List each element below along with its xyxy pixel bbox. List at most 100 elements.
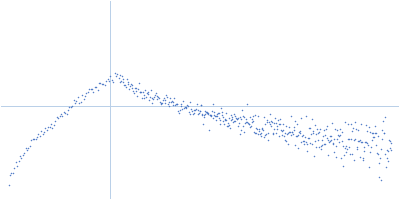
Point — [226, 116, 232, 120]
Point — [228, 119, 234, 122]
Point — [94, 89, 101, 92]
Point — [337, 127, 344, 131]
Point — [232, 119, 238, 123]
Point — [158, 102, 164, 106]
Point — [96, 81, 102, 85]
Point — [174, 102, 180, 106]
Point — [170, 103, 176, 106]
Point — [306, 136, 312, 140]
Point — [304, 142, 310, 146]
Point — [339, 139, 345, 143]
Point — [178, 103, 185, 106]
Point — [252, 127, 259, 130]
Point — [216, 122, 223, 125]
Point — [139, 97, 145, 100]
Point — [15, 159, 22, 163]
Point — [97, 82, 104, 85]
Point — [32, 137, 39, 140]
Point — [216, 116, 222, 119]
Point — [78, 100, 84, 103]
Point — [260, 136, 267, 139]
Point — [156, 96, 162, 99]
Point — [370, 136, 376, 139]
Point — [372, 131, 378, 134]
Point — [198, 104, 204, 107]
Point — [288, 130, 295, 133]
Point — [83, 91, 90, 95]
Point — [378, 178, 384, 182]
Point — [329, 142, 336, 145]
Point — [65, 109, 71, 112]
Point — [121, 84, 128, 87]
Point — [296, 130, 302, 133]
Point — [209, 109, 215, 113]
Point — [258, 127, 265, 130]
Point — [191, 112, 198, 115]
Point — [290, 132, 296, 135]
Point — [312, 133, 319, 136]
Point — [143, 95, 149, 98]
Point — [375, 135, 381, 138]
Point — [89, 87, 95, 90]
Point — [131, 91, 137, 94]
Point — [379, 137, 386, 140]
Point — [221, 123, 227, 126]
Point — [48, 123, 54, 126]
Point — [352, 120, 358, 123]
Point — [374, 151, 380, 154]
Point — [323, 127, 329, 130]
Point — [364, 142, 370, 145]
Point — [360, 149, 367, 153]
Point — [255, 133, 261, 136]
Point — [275, 118, 281, 121]
Point — [276, 135, 282, 138]
Point — [136, 82, 142, 85]
Point — [314, 128, 320, 131]
Point — [365, 125, 372, 128]
Point — [336, 133, 343, 136]
Point — [202, 113, 208, 116]
Point — [152, 91, 159, 94]
Point — [345, 123, 351, 126]
Point — [166, 101, 172, 104]
Point — [225, 124, 231, 128]
Point — [259, 126, 266, 130]
Point — [350, 127, 356, 130]
Point — [348, 152, 355, 155]
Point — [113, 74, 119, 77]
Point — [206, 114, 213, 117]
Point — [332, 155, 339, 158]
Point — [18, 156, 24, 159]
Point — [273, 121, 279, 124]
Point — [364, 130, 370, 133]
Point — [351, 159, 357, 162]
Point — [294, 134, 301, 137]
Point — [377, 157, 383, 160]
Point — [324, 137, 330, 140]
Point — [251, 131, 258, 134]
Point — [387, 146, 393, 149]
Point — [186, 111, 192, 114]
Point — [286, 126, 292, 129]
Point — [352, 137, 358, 140]
Point — [360, 158, 366, 162]
Point — [224, 121, 231, 125]
Point — [223, 111, 230, 114]
Point — [292, 143, 298, 146]
Point — [252, 113, 258, 117]
Point — [175, 109, 182, 113]
Point — [118, 79, 124, 83]
Point — [186, 101, 193, 104]
Point — [333, 144, 339, 147]
Point — [353, 147, 360, 150]
Point — [284, 132, 290, 135]
Point — [343, 144, 350, 147]
Point — [341, 153, 347, 157]
Point — [188, 107, 194, 110]
Point — [245, 122, 252, 125]
Point — [282, 139, 289, 143]
Point — [287, 130, 293, 134]
Point — [310, 130, 316, 133]
Point — [254, 115, 261, 118]
Point — [378, 128, 385, 132]
